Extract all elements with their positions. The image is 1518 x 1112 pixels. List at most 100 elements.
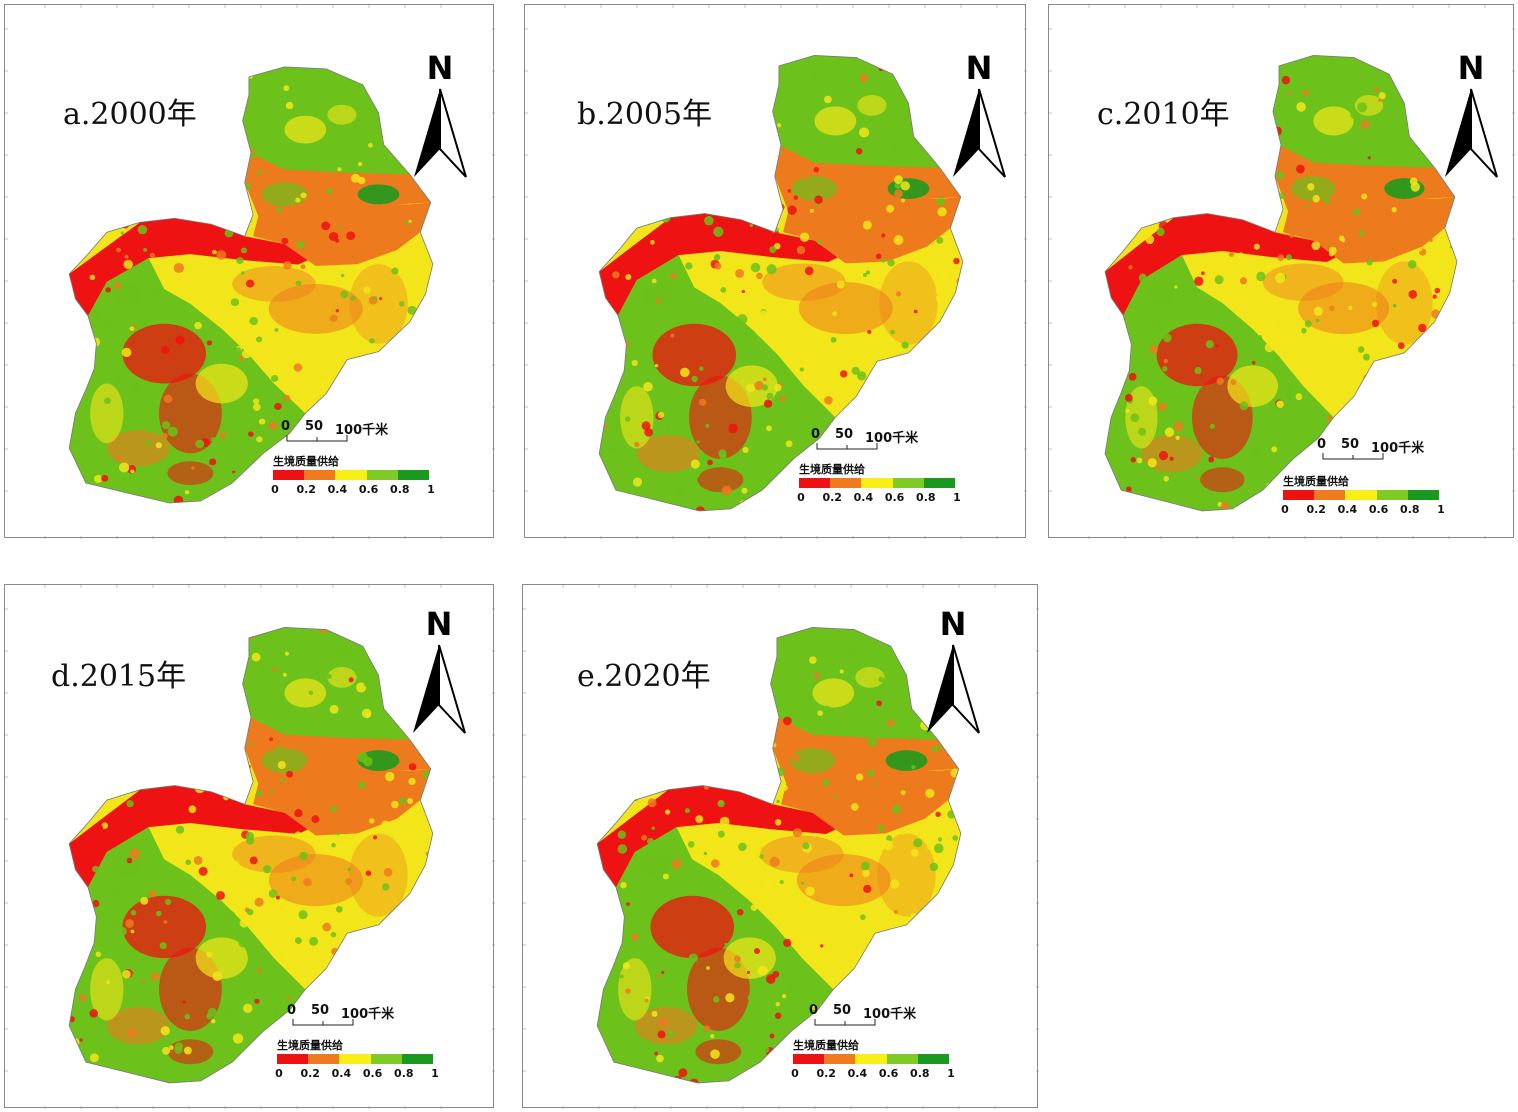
map-speckle (804, 266, 814, 276)
legend-tick-label: 0.6 (1368, 503, 1389, 516)
map-speckle (232, 470, 236, 474)
map-speckle (382, 883, 390, 891)
map-speckle (330, 931, 337, 938)
map-region (242, 627, 410, 751)
map-speckle (793, 195, 798, 200)
map-patch (1313, 106, 1354, 136)
map-speckle (282, 952, 290, 960)
map-speckle (211, 1018, 216, 1024)
map-speckle (662, 873, 669, 880)
map-speckle (624, 416, 631, 422)
map-speckle (1302, 89, 1309, 96)
map-speckle (308, 690, 314, 695)
map-speckle (228, 273, 232, 277)
map-speckle (753, 947, 760, 954)
map-speckle (368, 143, 373, 148)
map-speckle (891, 804, 902, 814)
map-speckle (1375, 127, 1380, 132)
map-speckle (243, 1003, 253, 1014)
map-speckle (156, 910, 162, 917)
habitat-map-e (596, 627, 962, 1084)
legend-title: 生境质量供给 (1283, 475, 1349, 488)
map-speckle (656, 1022, 662, 1028)
map-speckle (776, 799, 780, 804)
scale-label-100: 100千米 (863, 1007, 917, 1022)
map-speckle (126, 857, 133, 864)
north-letter: N (1457, 49, 1485, 87)
map-speckle (331, 842, 336, 848)
map-speckle (126, 800, 134, 808)
map-speckle (710, 1049, 720, 1059)
map-speckle (937, 272, 948, 282)
map-speckle (864, 360, 875, 370)
map-speckle (763, 881, 773, 891)
map-speckle (348, 677, 354, 683)
map-speckle (893, 696, 900, 703)
map-speckle (206, 951, 213, 958)
map-speckle (408, 763, 417, 771)
map-speckle (256, 968, 262, 974)
map-patch (90, 383, 124, 444)
legend-swatch (304, 470, 336, 480)
map-speckle (631, 359, 638, 367)
map-panel-a: a.2000年 N 0 50 100千米 生境质量供给 0 0.2 0.4 0.6 0.8… (4, 4, 495, 539)
north-letter: N (426, 49, 454, 87)
map-speckle (750, 262, 761, 273)
legend-tick-label: 0.4 (1337, 503, 1358, 516)
map-speckle (655, 973, 660, 978)
map-speckle (635, 307, 641, 313)
map-speckle (1360, 120, 1370, 129)
legend-tick-label: 0.4 (847, 1067, 868, 1080)
map-speckle (619, 974, 624, 979)
map-speckle (737, 314, 748, 325)
map-speckle (1305, 205, 1309, 209)
map-speckle (230, 860, 240, 870)
map-speckle (811, 954, 822, 965)
map-speckle (929, 862, 939, 872)
map-speckle (779, 880, 784, 885)
map-speckle (766, 392, 774, 400)
map-speckle (860, 914, 866, 920)
map-speckle (1256, 271, 1266, 282)
map-speckle (303, 877, 312, 887)
map-speckle (876, 833, 882, 839)
map-speckle (651, 826, 655, 830)
map-speckle (234, 347, 242, 354)
map-speckle (1126, 486, 1132, 492)
legend-tick-label: 0.4 (331, 1067, 352, 1080)
map-speckle (163, 920, 168, 924)
scale-label-50: 50 (311, 1003, 330, 1018)
map-speckle (268, 889, 278, 898)
map-speckle (262, 124, 270, 132)
map-speckle (678, 1068, 688, 1078)
map-speckle (283, 85, 290, 92)
map-speckle (325, 188, 333, 195)
map-speckle (238, 939, 247, 948)
map-region (242, 66, 410, 185)
map-speckle (680, 367, 690, 378)
map-speckle (805, 886, 815, 896)
map-speckle (90, 310, 101, 321)
map-speckle (1311, 241, 1321, 251)
map-patch (195, 937, 248, 979)
legend-swatch (793, 1054, 825, 1064)
map-speckle (1418, 247, 1423, 252)
map-speckle (206, 340, 213, 346)
map-speckle (263, 864, 272, 874)
map-speckle (287, 910, 298, 921)
map-patch (1147, 280, 1176, 306)
map-speckle (781, 745, 793, 756)
map-speckle (1215, 344, 1219, 348)
map-speckle (1283, 371, 1290, 378)
legend-swatch (1345, 490, 1377, 500)
map-patch (167, 461, 214, 486)
map-speckle (832, 311, 838, 317)
map-speckle (130, 929, 135, 934)
map-speckle (1271, 446, 1278, 453)
map-speckle (856, 773, 864, 781)
map-speckle (894, 175, 903, 184)
map-speckle (654, 992, 661, 998)
legend-color-bar (1283, 490, 1440, 500)
map-speckle (161, 421, 171, 430)
map-speckle (734, 962, 741, 969)
